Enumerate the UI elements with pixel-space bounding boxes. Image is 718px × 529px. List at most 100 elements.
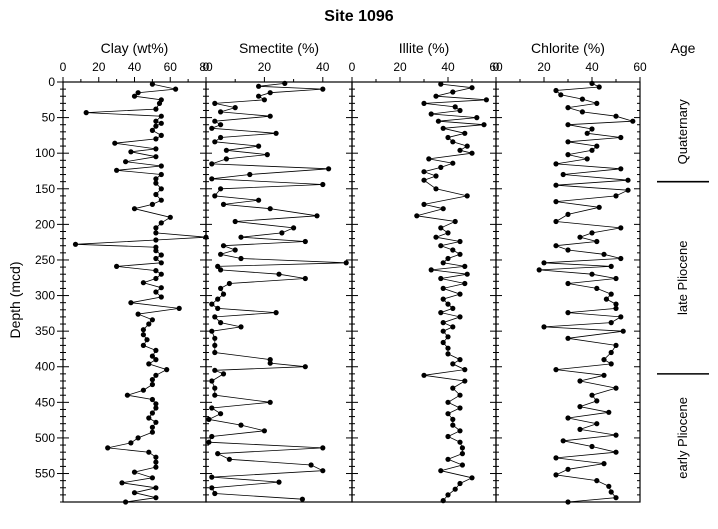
data-point xyxy=(579,96,586,102)
data-point xyxy=(440,285,446,291)
data-point xyxy=(105,445,111,451)
data-point xyxy=(469,85,475,91)
data-point xyxy=(541,324,547,330)
data-point xyxy=(218,411,224,417)
data-point xyxy=(577,234,583,240)
data-point xyxy=(114,263,120,269)
data-point xyxy=(457,291,463,297)
data-point xyxy=(72,241,79,247)
data-point xyxy=(594,238,600,245)
data-point xyxy=(158,285,164,291)
data-point xyxy=(128,149,134,155)
data-point xyxy=(589,392,595,398)
data-point xyxy=(608,291,614,297)
data-point xyxy=(279,230,285,236)
data-point xyxy=(176,305,182,311)
data-point xyxy=(433,186,439,192)
x-tick-label: 60 xyxy=(164,60,178,74)
data-point xyxy=(149,429,155,435)
x-tick-label: 0 xyxy=(60,60,67,74)
data-point xyxy=(462,367,468,373)
panel-frame xyxy=(62,81,207,503)
data-point xyxy=(153,495,159,501)
data-point xyxy=(608,263,614,269)
data-point xyxy=(140,280,146,286)
data-point xyxy=(464,143,470,149)
y-tick-label-300: 300 xyxy=(35,289,55,303)
data-point xyxy=(276,271,282,277)
data-point xyxy=(153,347,159,353)
data-point xyxy=(123,499,129,505)
panel-3: Illite (%) 0 20 40 60 xyxy=(349,40,503,504)
x-tick-label: 0 xyxy=(349,60,356,74)
data-point xyxy=(223,147,229,153)
data-point xyxy=(267,113,273,119)
data-point xyxy=(438,164,444,170)
y-tick-label-500: 500 xyxy=(35,431,55,445)
data-point xyxy=(464,271,470,277)
data-point xyxy=(464,193,470,199)
data-point xyxy=(445,301,451,307)
data-point xyxy=(212,118,218,124)
data-point xyxy=(433,93,439,99)
data-point xyxy=(565,415,571,421)
data-point xyxy=(481,122,487,128)
y-tick-label-550: 550 xyxy=(35,467,55,481)
data-point xyxy=(445,399,451,405)
data-point xyxy=(218,134,224,141)
data-point xyxy=(459,462,465,468)
x-tick-label: 20 xyxy=(92,60,106,74)
data-point xyxy=(457,107,463,114)
data-point xyxy=(452,218,458,225)
data-point xyxy=(238,234,244,240)
y-tick-label-0: 0 xyxy=(48,75,55,89)
data-point xyxy=(320,468,326,474)
data-point xyxy=(209,474,215,480)
x-tick-label: 20 xyxy=(393,60,407,74)
data-point xyxy=(445,351,451,357)
age-zone-label: early Pliocene xyxy=(675,397,690,479)
data-point xyxy=(302,238,308,245)
data-point xyxy=(445,345,451,351)
data-point xyxy=(158,186,164,192)
data-point xyxy=(158,163,164,169)
data-point xyxy=(445,456,451,462)
depth-axis: 0 50 100 150 200 250 300 350 400 450 500 550 xyxy=(35,75,55,481)
data-point xyxy=(256,143,262,149)
data-point xyxy=(149,317,155,323)
data-point xyxy=(445,255,451,262)
panel-title: Clay (wt%) xyxy=(101,40,169,56)
data-point xyxy=(153,485,159,491)
data-point xyxy=(421,201,427,207)
data-point xyxy=(153,405,159,411)
data-point xyxy=(153,136,159,142)
data-point xyxy=(209,485,215,491)
data-point xyxy=(153,191,159,198)
panel-frame xyxy=(205,81,353,503)
data-point xyxy=(558,92,564,98)
data-point xyxy=(438,243,444,249)
data-point xyxy=(608,320,614,326)
data-point xyxy=(618,225,624,231)
data-point xyxy=(158,220,164,226)
data-point xyxy=(153,230,159,236)
data-point xyxy=(212,342,218,348)
data-point xyxy=(153,237,159,243)
data-point xyxy=(220,371,227,377)
data-point xyxy=(123,159,129,165)
data-point xyxy=(438,275,444,282)
y-tick-label-50: 50 xyxy=(42,111,56,125)
data-point xyxy=(320,181,326,188)
data-point xyxy=(565,247,571,253)
data-point xyxy=(158,120,164,126)
data-point xyxy=(302,275,308,282)
data-point xyxy=(153,464,159,470)
data-point xyxy=(462,378,468,384)
data-point xyxy=(603,296,610,302)
data-point xyxy=(173,86,179,92)
data-point xyxy=(457,392,463,398)
data-point xyxy=(457,147,463,153)
series-line xyxy=(416,83,487,501)
panel-title: Smectite (%) xyxy=(239,40,319,56)
data-point xyxy=(553,455,559,461)
